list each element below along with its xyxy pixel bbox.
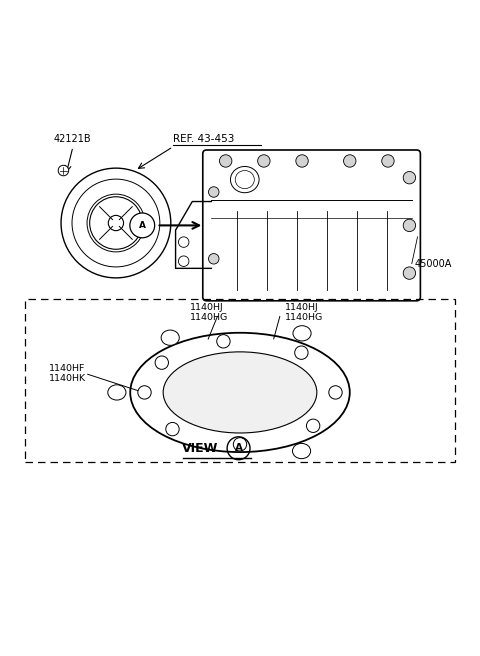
Text: VIEW: VIEW (182, 441, 218, 455)
Text: 45000A: 45000A (414, 258, 452, 268)
Circle shape (208, 254, 219, 264)
Text: A: A (235, 443, 242, 453)
Ellipse shape (108, 385, 126, 400)
Ellipse shape (163, 352, 317, 433)
Text: 1140HJ: 1140HJ (190, 304, 224, 312)
Circle shape (296, 155, 308, 167)
Text: 1140HG: 1140HG (190, 313, 228, 322)
Circle shape (403, 267, 416, 279)
Circle shape (344, 155, 356, 167)
Text: A: A (139, 221, 146, 230)
Ellipse shape (58, 165, 69, 176)
Text: REF. 43-453: REF. 43-453 (173, 134, 235, 144)
Circle shape (329, 386, 342, 399)
Circle shape (217, 335, 230, 348)
Ellipse shape (130, 333, 350, 452)
Circle shape (219, 155, 232, 167)
Ellipse shape (292, 443, 311, 459)
Circle shape (306, 419, 320, 432)
Text: 1140HF: 1140HF (49, 364, 85, 373)
Circle shape (155, 356, 168, 369)
Circle shape (166, 422, 179, 436)
Bar (25, 299, 455, 462)
Circle shape (179, 256, 189, 266)
Circle shape (403, 219, 416, 232)
Circle shape (403, 171, 416, 184)
Circle shape (295, 346, 308, 359)
Ellipse shape (108, 215, 123, 231)
Ellipse shape (90, 197, 142, 249)
Text: 42121B: 42121B (54, 134, 92, 144)
FancyBboxPatch shape (203, 150, 420, 301)
Circle shape (258, 155, 270, 167)
Text: 1140HG: 1140HG (285, 313, 324, 322)
Circle shape (233, 438, 247, 451)
Circle shape (138, 386, 151, 399)
Circle shape (382, 155, 394, 167)
Ellipse shape (230, 167, 259, 193)
Ellipse shape (61, 168, 171, 278)
Circle shape (208, 187, 219, 197)
Text: 1140HK: 1140HK (49, 374, 86, 382)
Text: 1140HJ: 1140HJ (285, 304, 319, 312)
Circle shape (179, 237, 189, 247)
Ellipse shape (161, 330, 179, 345)
Circle shape (130, 213, 155, 238)
Ellipse shape (293, 325, 311, 341)
